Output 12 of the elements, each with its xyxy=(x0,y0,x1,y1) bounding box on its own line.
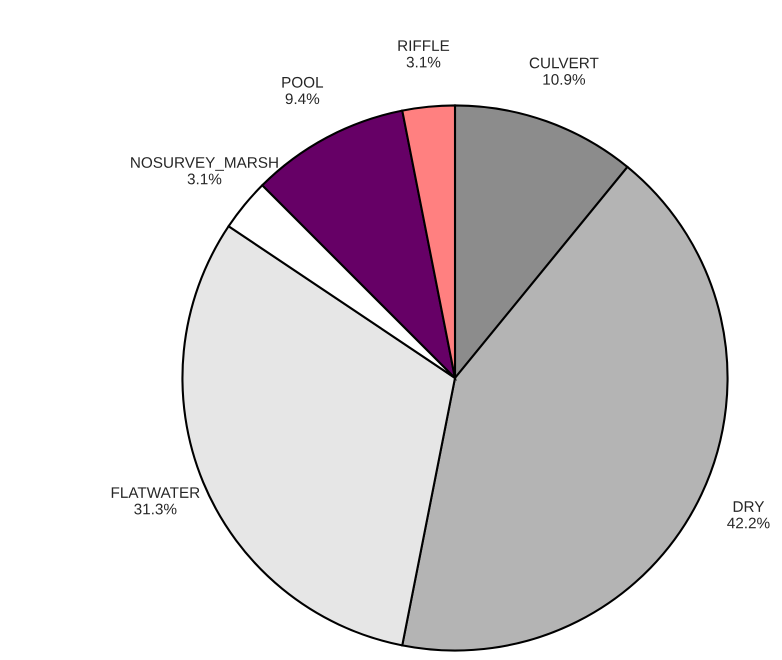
slice-label: CULVERT xyxy=(530,58,599,68)
data-label: 10.9% xyxy=(543,74,586,85)
slice-label: NOSURVEY_MARSH xyxy=(131,157,278,171)
data-label: 3.1% xyxy=(406,56,440,68)
data-label: 3.1% xyxy=(188,174,222,184)
slice-label: DRY xyxy=(734,501,764,512)
data-label: 9.4% xyxy=(286,93,320,104)
slice-label: FLATWATER xyxy=(112,487,200,498)
slice-label: RIFFLE xyxy=(398,40,450,51)
slice-label: POOL xyxy=(282,76,324,88)
data-label: 42.2% xyxy=(727,518,770,528)
data-label: 31.3% xyxy=(134,504,176,514)
